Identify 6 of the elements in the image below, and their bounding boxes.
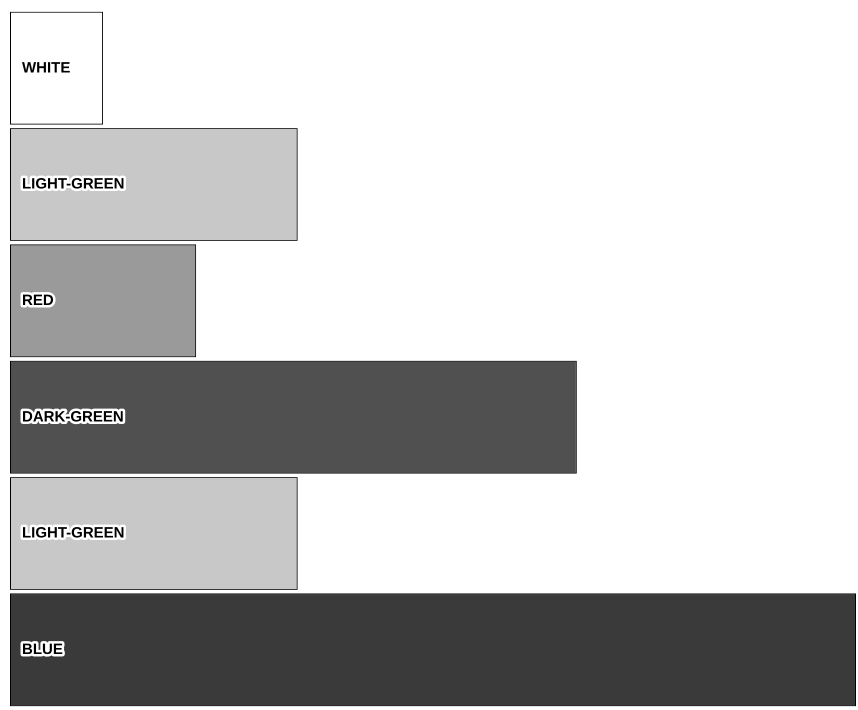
y-tick-label: DARK-GREEN	[22, 408, 124, 426]
y-tick-label: RED	[22, 292, 54, 309]
y-tick-label: WHITE	[22, 59, 70, 76]
y-tick-label: LIGHT-GREEN	[22, 176, 125, 193]
y-tick-label: BLUE	[22, 640, 63, 658]
y-tick-label: LIGHT-GREEN	[22, 524, 125, 542]
